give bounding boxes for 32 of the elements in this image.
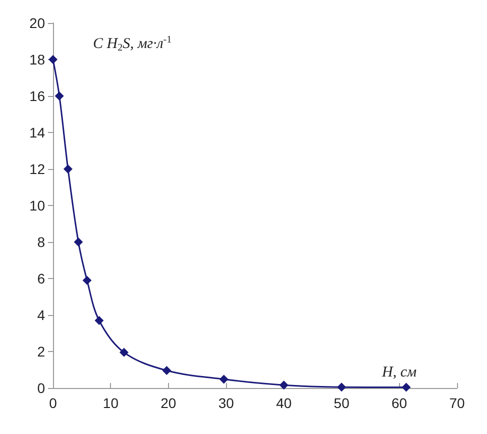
y-tick-label: 4	[37, 307, 46, 323]
y-tick-label: 8	[37, 234, 46, 250]
y-tick-label: 6	[37, 270, 46, 286]
point	[219, 374, 228, 384]
x-tick-label: 50	[334, 395, 350, 411]
x-tick-label: 10	[102, 395, 119, 411]
y-tick-label: 18	[29, 52, 46, 68]
point	[162, 366, 172, 375]
point	[64, 164, 73, 174]
point	[48, 55, 58, 64]
point	[119, 348, 128, 357]
x-tick-label: 70	[449, 395, 465, 411]
y-tick-label: 0	[37, 380, 46, 396]
point	[94, 316, 104, 325]
x-tick-label: 40	[276, 395, 292, 411]
y-tick-label: 20	[29, 15, 46, 31]
point	[337, 382, 346, 392]
point	[279, 380, 288, 390]
y-tick-label: 10	[29, 198, 46, 214]
point	[54, 92, 64, 100]
y-tick-label: 16	[29, 88, 46, 104]
x-axis-title: H, см	[381, 364, 417, 380]
point	[402, 382, 411, 392]
y-tick-label: 2	[37, 344, 46, 360]
y-tick-label: 12	[29, 161, 46, 177]
point	[74, 238, 83, 246]
point	[82, 276, 92, 285]
x-tick-label: 60	[391, 395, 408, 411]
x-tick-label: 0	[49, 395, 58, 411]
y-tick-label: 14	[29, 124, 46, 140]
x-tick-label: 30	[218, 395, 234, 411]
x-tick-label: 20	[160, 395, 176, 411]
